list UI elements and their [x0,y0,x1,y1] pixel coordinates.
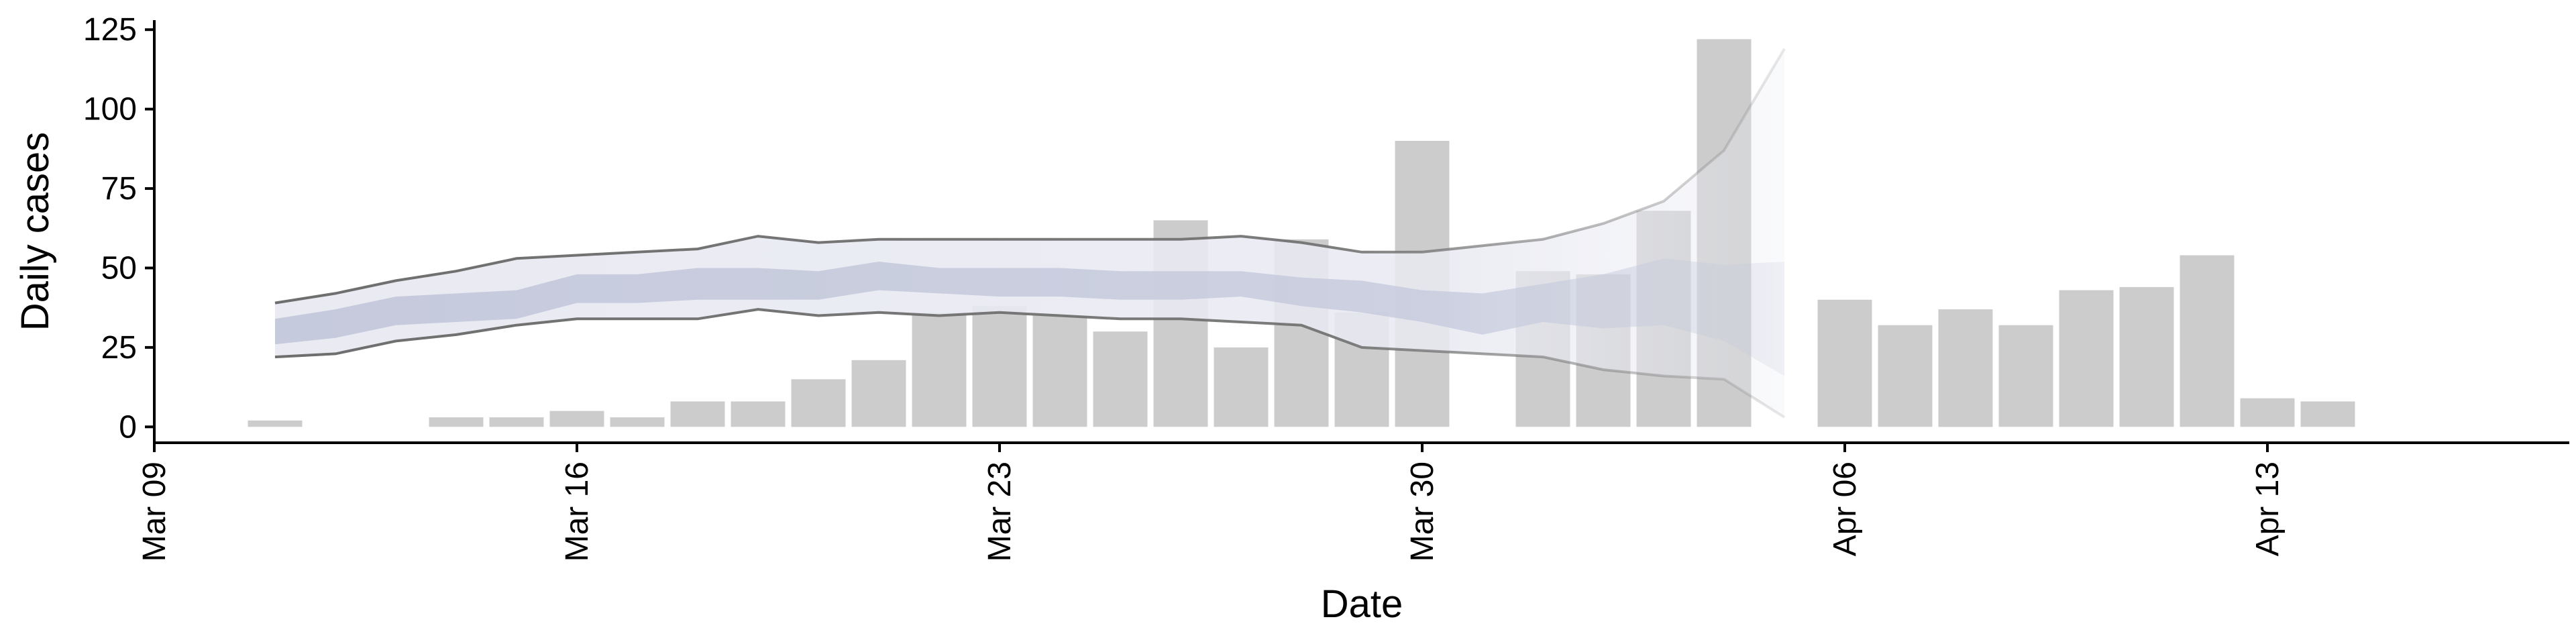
bar-2020-04-14 [2300,401,2355,427]
bar-2020-03-15 [489,417,544,427]
lower-bound-line [274,308,1786,419]
bar-2020-04-13 [2240,398,2295,427]
x-tick-label: Mar 30 [1405,462,1440,561]
axes: Mar 09 Mar 16 Mar 23 Mar 30 Apr 06 Apr 13 0 25… [83,12,2569,561]
y-tick-label: 25 [101,330,137,366]
estimate-band-layer [274,48,1786,419]
bar-2020-03-23 [972,306,1027,427]
x-ticks: Mar 09 Mar 16 Mar 23 Mar 30 Apr 06 Apr 13 [137,443,2286,561]
bar-2020-04-08 [1938,309,1993,427]
y-tick-label: 100 [83,92,137,127]
bar-2020-03-22 [912,312,967,427]
bar-2020-03-11 [248,420,303,427]
y-tick-label: 50 [101,250,137,286]
outer-interval-band [275,48,1784,418]
bar-2020-03-17 [610,417,665,427]
x-tick-label: Mar 09 [137,462,172,561]
bar-2020-04-06 [1817,299,1872,427]
y-tick-label: 125 [83,12,137,48]
x-axis-title: Date [1321,582,1403,626]
y-tick-label: 0 [119,409,137,445]
bar-2020-04-09 [1998,325,2053,427]
bar-2020-03-27 [1214,347,1269,427]
bar-2020-04-12 [2180,255,2235,427]
y-ticks: 0 25 50 75 100 125 [83,12,154,445]
x-tick-label: Apr 13 [2250,462,2286,556]
bar-2020-03-24 [1032,315,1087,427]
bar-2020-03-21 [851,360,906,427]
bars-layer [248,39,2355,427]
x-tick-label: Apr 06 [1827,462,1863,556]
bar-2020-04-11 [2119,286,2174,427]
bar-2020-04-10 [2059,290,2114,427]
bar-2020-04-07 [1878,325,1933,427]
y-tick-label: 75 [101,171,137,207]
y-axis-title: Daily cases [13,132,57,331]
bar-2020-03-16 [549,411,604,427]
bar-2020-03-18 [670,401,725,427]
bar-2020-03-25 [1093,331,1148,427]
x-tick-label: Mar 16 [559,462,595,561]
upper-bound-line [274,48,1786,305]
bar-2020-03-14 [429,417,484,427]
bar-2020-03-19 [731,401,786,427]
bar-2020-03-20 [791,379,846,427]
inner-interval-band [275,258,1784,376]
x-tick-label: Mar 23 [982,462,1018,561]
